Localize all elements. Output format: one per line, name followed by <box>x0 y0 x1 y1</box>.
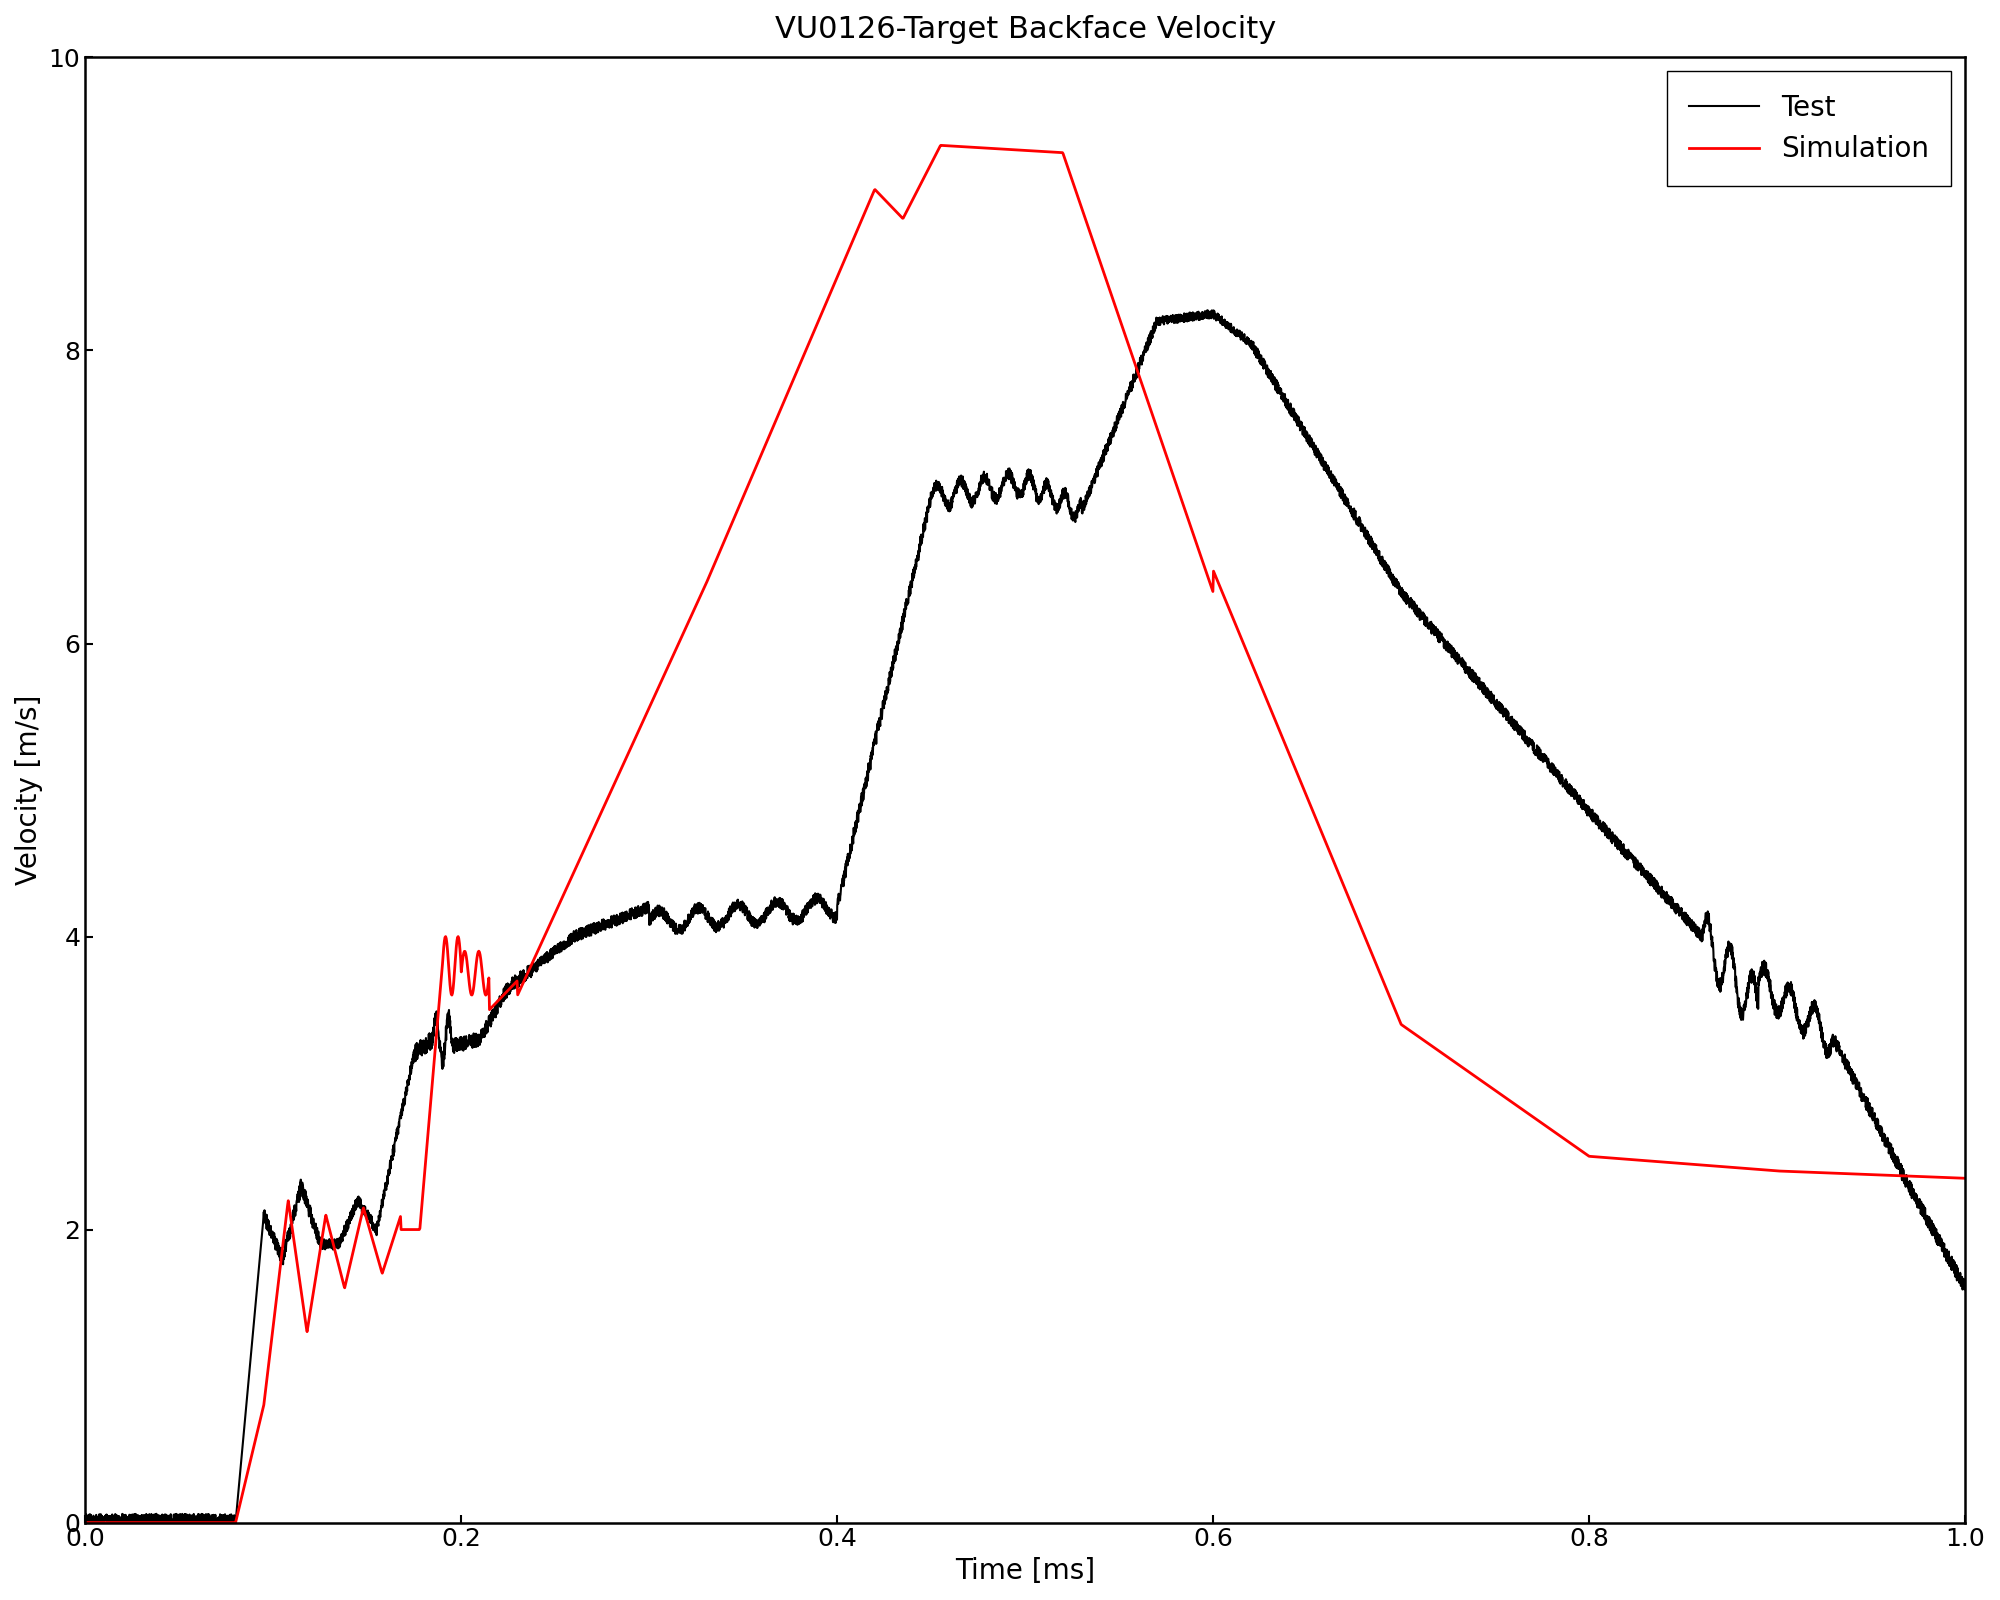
X-axis label: Time [ms]: Time [ms] <box>956 1557 1096 1586</box>
Test <box>754 899 778 918</box>
Legend: Test, Simulation: Test, Simulation <box>1668 72 1952 186</box>
Test <box>168 1512 192 1531</box>
Simulation <box>794 341 818 360</box>
Y-axis label: Velocity [m/s]: Velocity [m/s] <box>14 694 42 885</box>
Simulation <box>928 136 952 155</box>
Simulation <box>876 194 900 213</box>
Test <box>74 1514 98 1533</box>
Test <box>1186 307 1210 326</box>
Line: Test: Test <box>86 310 1966 1523</box>
Line: Simulation: Simulation <box>86 146 1966 1523</box>
Simulation <box>1714 1157 1738 1176</box>
Simulation <box>288 1270 312 1290</box>
Simulation <box>1954 1168 1978 1187</box>
Test <box>1268 381 1292 400</box>
Test <box>1954 1274 1978 1293</box>
Test <box>1468 669 1492 688</box>
Simulation <box>400 1219 424 1238</box>
Simulation <box>1916 1168 1940 1187</box>
Simulation <box>74 1514 98 1533</box>
Title: VU0126-Target Backface Velocity: VU0126-Target Backface Velocity <box>774 14 1276 43</box>
Test <box>1196 301 1220 320</box>
Test <box>1568 786 1592 805</box>
